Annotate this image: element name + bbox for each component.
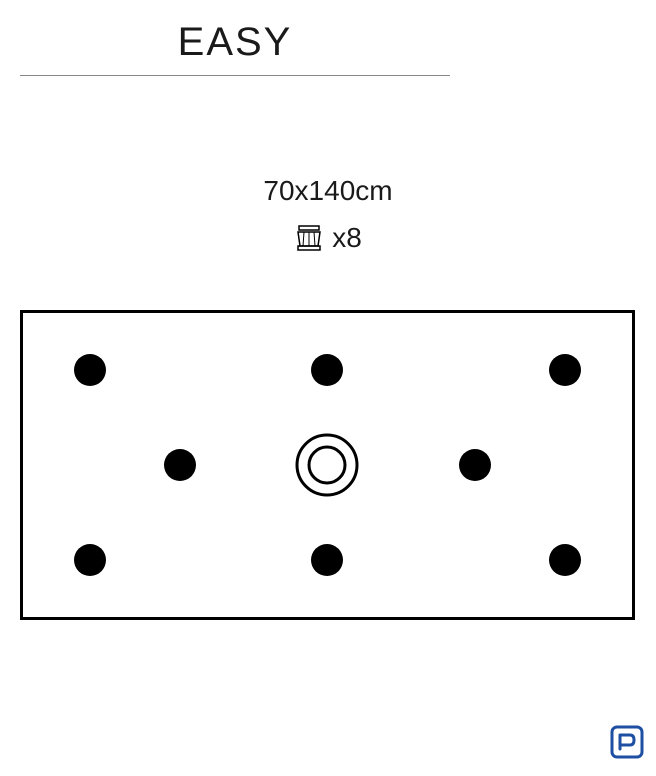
diagram [20,310,635,625]
dimensions-label: 70x140cm [0,175,656,207]
fixture-icon [294,224,324,252]
info-block: 70x140cm x8 [0,175,656,257]
brand-logo [610,725,644,764]
diagram-svg [20,310,635,620]
count-row: x8 [294,222,362,254]
count-label: x8 [332,222,362,254]
title-underline [20,75,450,76]
header: EASY [20,20,450,76]
title: EASY [20,20,450,65]
